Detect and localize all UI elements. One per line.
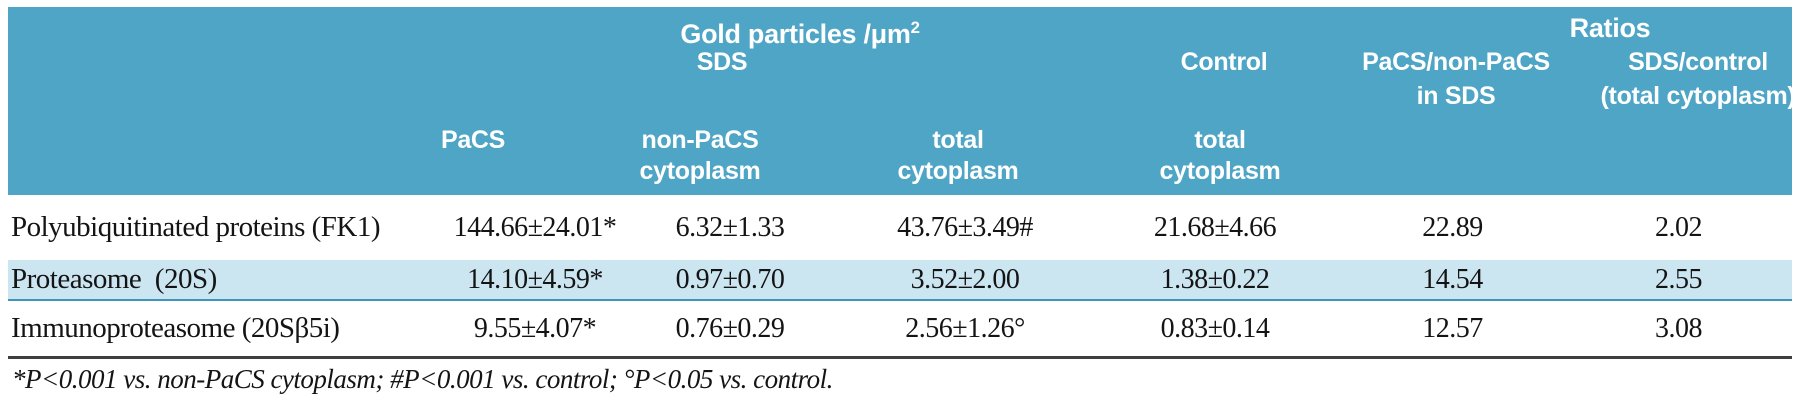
value-total-cytoplasm-sds: 3.52±2.00 <box>910 263 1020 295</box>
table-row-immunoproteasome: Immunoproteasome (20Sβ5i) 9.55±4.07* 0.7… <box>8 301 1792 356</box>
value-sds-control-ratio: 2.55 <box>1655 263 1703 295</box>
pacs-nonpacs-line2: in SDS <box>1416 82 1496 110</box>
header-ratios-title: Ratios <box>1569 13 1651 43</box>
row-label: Immunoproteasome (20Sβ5i) <box>11 312 340 344</box>
value-nonpacs-cytoplasm: 0.97±0.70 <box>675 263 785 295</box>
value-pacs-nonpacs-ratio: 14.54 <box>1422 263 1483 295</box>
table-header: Gold particles /μm2 Ratios SDS Control P… <box>8 7 1796 195</box>
value-pacs: 9.55±4.07* <box>473 312 597 344</box>
value-total-cytoplasm-sds: 2.56±1.26° <box>905 312 1025 344</box>
row-label: Polyubiquitinated proteins (FK1) <box>11 211 381 243</box>
header-pacs-nonpacs-in-sds: PaCS/non-PaCS in SDS <box>1362 45 1550 113</box>
value-nonpacs-cytoplasm: 6.32±1.33 <box>675 211 785 243</box>
value-pacs: 14.10±4.59* <box>467 263 603 295</box>
footnote-text: *P<0.001 vs. non-PaCS cytoplasm; #P<0.00… <box>12 364 833 394</box>
column-header-total-cytoplasm-sds: total cytoplasm <box>897 126 1019 185</box>
column-header-pacs: PaCS <box>440 126 506 154</box>
table-footer: *P<0.001 vs. non-PaCS cytoplasm; #P<0.00… <box>8 356 1792 395</box>
header-sds-group: SDS <box>696 48 748 76</box>
value-total-cytoplasm-control: 1.38±0.22 <box>1160 263 1270 295</box>
value-total-cytoplasm-control: 0.83±0.14 <box>1160 312 1270 344</box>
sds-control-line2: (total cytoplasm) <box>1600 82 1796 110</box>
sds-control-line1: SDS/control <box>1628 48 1768 76</box>
pacs-nonpacs-line1: PaCS/non-PaCS <box>1362 48 1550 76</box>
column-header-nonpacs-cytoplasm: non-PaCS cytoplasm <box>639 126 761 185</box>
value-pacs-nonpacs-ratio: 22.89 <box>1422 211 1483 243</box>
data-table: Gold particles /μm2 Ratios SDS Control P… <box>8 7 1796 395</box>
row-label: Proteasome (20S) <box>11 263 217 295</box>
gold-particles-superscript: 2 <box>910 18 920 37</box>
value-sds-control-ratio: 3.08 <box>1655 312 1703 344</box>
header-sds-control-ratio: SDS/control (total cytoplasm) <box>1601 45 1796 113</box>
table-row-proteasome: Proteasome (20S) 14.10±4.59* 0.97±0.70 3… <box>8 260 1792 301</box>
value-total-cytoplasm-sds: 43.76±3.49# <box>897 211 1033 243</box>
table-row-polyubiquitinated: Polyubiquitinated proteins (FK1) 144.66±… <box>8 195 1792 260</box>
value-pacs: 144.66±24.01* <box>453 211 617 243</box>
header-control-group: Control <box>1180 48 1268 76</box>
header-gold-particles-title: Gold particles /μm2 <box>680 11 920 51</box>
value-nonpacs-cytoplasm: 0.76±0.29 <box>675 312 785 344</box>
column-header-total-cytoplasm-control: total cytoplasm <box>1159 126 1281 185</box>
gold-particles-text: Gold particles /μm <box>680 19 911 49</box>
value-total-cytoplasm-control: 21.68±4.66 <box>1153 211 1277 243</box>
value-pacs-nonpacs-ratio: 12.57 <box>1422 312 1483 344</box>
value-sds-control-ratio: 2.02 <box>1655 211 1703 243</box>
